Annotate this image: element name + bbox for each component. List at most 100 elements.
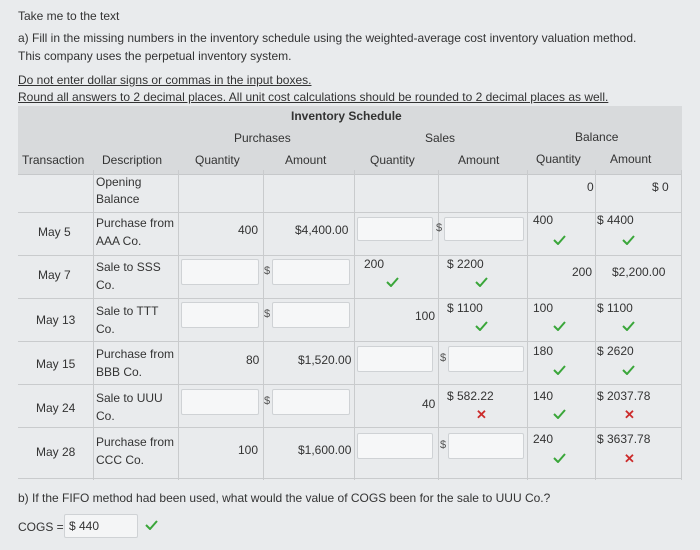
- row5-purchase-qty-input[interactable]: [181, 389, 259, 415]
- row0-balance-qty: 0: [587, 180, 594, 194]
- row1-desc1: Purchase from: [96, 216, 175, 230]
- note-rounding: Round all answers to 2 decimal places. A…: [18, 90, 609, 104]
- row0-balance-amount: $ 0: [652, 180, 669, 194]
- row5-dollar: $: [264, 395, 271, 407]
- col-sales-amount: Amount: [458, 153, 500, 167]
- text-link[interactable]: Take me to the text: [18, 9, 120, 23]
- row4-balance-qty: 180: [533, 344, 554, 358]
- row2-sales-qty: 200: [364, 257, 385, 271]
- col-balance-qty: Quantity: [536, 152, 581, 166]
- row1-sales-qty-input[interactable]: [357, 217, 433, 241]
- row6-desc2: CCC Co.: [96, 453, 145, 467]
- col-sales-qty: Quantity: [370, 153, 415, 167]
- row5-balance-qty: 140: [533, 389, 554, 403]
- row1-date: May 5: [38, 225, 71, 239]
- row1-desc2: AAA Co.: [96, 234, 142, 248]
- row3-amount-check-icon: [622, 321, 635, 331]
- row6-purchase-qty: 100: [238, 443, 259, 457]
- row3-dollar: $: [264, 308, 271, 320]
- row1-balance-qty: 400: [533, 213, 554, 227]
- question-a-line2: This company uses the perpetual inventor…: [18, 49, 292, 63]
- cogs-check-icon: [145, 520, 158, 530]
- row6-qty-check-icon: [553, 453, 566, 463]
- row5-desc2: Co.: [96, 409, 115, 423]
- row3-sales-qty: 100: [415, 309, 436, 323]
- row4-purchase-amount: $1,520.00: [298, 353, 352, 367]
- row4-purchase-qty: 80: [246, 353, 260, 367]
- question-a: a) Fill in the missing numbers in the in…: [18, 31, 637, 45]
- col-purchase-qty: Quantity: [195, 153, 240, 167]
- row2-date: May 7: [38, 268, 71, 282]
- row5-qty-check-icon: [553, 409, 566, 419]
- row3-desc2: Co.: [96, 322, 115, 336]
- col-balance-amount: Amount: [610, 152, 652, 166]
- row4-sales-qty-input[interactable]: [357, 346, 433, 372]
- row4-desc1: Purchase from: [96, 347, 175, 361]
- row4-balance-amount: $ 2620: [597, 344, 634, 358]
- row4-dollar: $: [440, 352, 447, 364]
- row6-dollar: $: [440, 439, 447, 451]
- row2-balance-amount: $2,200.00: [612, 265, 666, 279]
- row6-desc1: Purchase from: [96, 435, 175, 449]
- row5-purchase-amount-input[interactable]: [272, 389, 350, 415]
- row3-qty-check-icon: [553, 321, 566, 331]
- row6-sales-qty-input[interactable]: [357, 433, 433, 459]
- row6-sales-amount-input[interactable]: [448, 433, 524, 459]
- row2-sales-amount-check-icon: [475, 277, 488, 287]
- col-transaction: Transaction: [22, 153, 85, 167]
- row1-amount-check-icon: [622, 235, 635, 245]
- row3-balance-amount: $ 1100: [597, 301, 633, 315]
- row2-desc1: Sale to SSS: [96, 260, 161, 274]
- row1-balance-amount: $ 4400: [597, 213, 634, 227]
- row2-sales-amount: $ 2200: [447, 257, 484, 271]
- row2-dollar: $: [264, 265, 271, 277]
- row3-balance-qty: 100: [533, 301, 554, 315]
- col-purchase-amount: Amount: [285, 153, 327, 167]
- note-no-dollar: Do not enter dollar signs or commas in t…: [18, 73, 312, 87]
- cogs-label: COGS =: [18, 520, 64, 534]
- row6-balance-qty: 240: [533, 432, 554, 446]
- row6-amount-cross-icon: ✕: [624, 451, 635, 466]
- cogs-input[interactable]: $ 440: [64, 514, 138, 538]
- row2-purchase-amount-input[interactable]: [272, 259, 350, 285]
- row6-purchase-amount: $1,600.00: [298, 443, 352, 457]
- row5-sales-qty: 40: [422, 397, 436, 411]
- row2-sales-qty-check-icon: [386, 277, 399, 287]
- row5-amount-cross-icon: ✕: [624, 407, 635, 422]
- cogs-value: $ 440: [69, 519, 100, 533]
- row2-purchase-qty-input[interactable]: [181, 259, 259, 285]
- row3-purchase-amount-input[interactable]: [272, 302, 350, 328]
- row4-sales-amount-input[interactable]: [448, 346, 524, 372]
- group-balance: Balance: [575, 130, 619, 144]
- row5-balance-amount: $ 2037.78: [597, 389, 651, 403]
- row1-dollar: $: [436, 222, 443, 234]
- row0-desc1: Opening: [96, 175, 142, 189]
- row6-balance-amount: $ 3637.78: [597, 432, 651, 446]
- row1-purchase-qty: 400: [238, 223, 259, 237]
- col-description: Description: [102, 153, 163, 167]
- row3-sales-amount-check-icon: [475, 321, 488, 331]
- row4-qty-check-icon: [553, 365, 566, 375]
- row5-sales-amount: $ 582.22: [447, 389, 494, 403]
- row1-purchase-amount: $4,400.00: [295, 223, 349, 237]
- row3-purchase-qty-input[interactable]: [181, 302, 259, 328]
- row5-sales-amount-cross-icon: ✕: [476, 407, 487, 422]
- row5-desc1: Sale to UUU: [96, 391, 163, 405]
- row3-date: May 13: [36, 313, 76, 327]
- row4-desc2: BBB Co.: [96, 365, 143, 379]
- table-header: [18, 106, 682, 175]
- row5-date: May 24: [36, 401, 76, 415]
- row0-desc2: Balance: [96, 192, 140, 206]
- row1-sales-amount-input[interactable]: [444, 217, 524, 241]
- row2-desc2: Co.: [96, 278, 115, 292]
- row2-balance-qty: 200: [572, 265, 593, 279]
- table-title: Inventory Schedule: [291, 109, 402, 123]
- row6-date: May 28: [36, 445, 76, 459]
- group-purchases: Purchases: [234, 131, 291, 145]
- row4-date: May 15: [36, 357, 76, 371]
- row4-amount-check-icon: [622, 365, 635, 375]
- question-b: b) If the FIFO method had been used, wha…: [18, 491, 551, 505]
- group-sales: Sales: [425, 131, 456, 145]
- row1-qty-check-icon: [553, 235, 566, 245]
- row3-sales-amount: $ 1100: [447, 301, 483, 315]
